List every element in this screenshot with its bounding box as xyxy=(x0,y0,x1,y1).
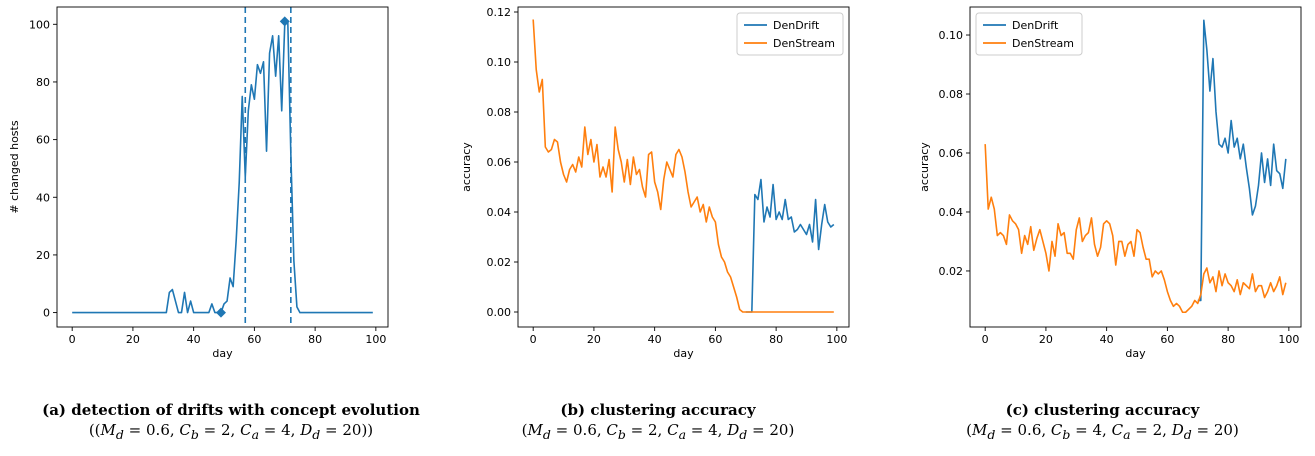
y-tick-label: 0.10 xyxy=(939,29,964,42)
legend-box xyxy=(975,12,1083,56)
y-tick-label: 0.08 xyxy=(939,88,964,101)
axes-frame xyxy=(969,6,1302,328)
axes-frame xyxy=(56,6,389,328)
caption-a-title: (a) detection of drifts with concept evo… xyxy=(42,401,420,419)
chart-c-clustering-accuracy: 0 20 40 60 80 100 0.02 0.04 0.06 0.08 0.10 day accur… xyxy=(918,6,1302,360)
y-tick-label: 60 xyxy=(36,134,50,147)
y-tick-label: 0.12 xyxy=(487,6,512,19)
y-tick-label: 0.02 xyxy=(487,256,512,269)
y-tick-label: 0.06 xyxy=(487,156,512,169)
chart-a-drift-detection: 0 20 40 60 80 100 0 20 40 60 80 100 day # changed hos… xyxy=(8,6,389,360)
y-axis-label: # changed hosts xyxy=(8,120,21,213)
caption-c: (c) clustering accuracy (Md = 0.6, Cb = … xyxy=(890,400,1315,445)
caption-c-title: (c) clustering accuracy xyxy=(1005,401,1200,419)
legend: DenDrift DenStream xyxy=(736,12,844,56)
y-axis-label: accuracy xyxy=(460,142,473,192)
series-line-0-0 xyxy=(72,20,373,314)
x-axis-label: day xyxy=(1125,347,1146,360)
x-tick-label: 0 xyxy=(69,333,76,346)
x-tick-label: 80 xyxy=(1221,333,1235,346)
x-tick-label: 40 xyxy=(1100,333,1114,346)
chart-b-clustering-accuracy: 0 20 40 60 80 100 0.00 0.02 0.04 0.06 0.08 0.10 0.12… xyxy=(460,6,850,360)
y-tick-label: 0.04 xyxy=(487,206,512,219)
caption-b-title: (b) clustering accuracy xyxy=(560,401,756,419)
x-axis-label: day xyxy=(212,347,233,360)
x-tick-label: 20 xyxy=(587,333,601,346)
y-axis-label: accuracy xyxy=(918,142,931,192)
x-tick-label: 40 xyxy=(648,333,662,346)
y-tick-label: 80 xyxy=(36,76,50,89)
x-tick-label: 100 xyxy=(1278,333,1299,346)
caption-c-params: (Md = 0.6, Cb = 4, Ca = 2, Dd = 20) xyxy=(966,421,1239,442)
x-tick-label: 100 xyxy=(826,333,847,346)
x-tick-label: 40 xyxy=(187,333,201,346)
caption-a: (a) detection of drifts with concept evo… xyxy=(0,400,462,445)
x-tick-label: 100 xyxy=(365,333,386,346)
y-tick-label: 0 xyxy=(43,307,50,320)
x-tick-label: 80 xyxy=(769,333,783,346)
drift-marker-0 xyxy=(215,307,226,318)
series-line-2-0 xyxy=(1197,19,1287,302)
legend-box xyxy=(736,12,844,56)
caption-b: (b) clustering accuracy (Md = 0.6, Cb = … xyxy=(438,400,878,445)
x-tick-label: 0 xyxy=(982,333,989,346)
series-line-1-1 xyxy=(532,19,834,313)
x-tick-label: 60 xyxy=(247,333,261,346)
series-line-1-0 xyxy=(745,178,835,313)
drift-marker-1 xyxy=(279,16,290,27)
axes-frame xyxy=(517,6,850,328)
y-tick-label: 0.04 xyxy=(939,206,964,219)
y-tick-label: 0.00 xyxy=(487,306,512,319)
legend: DenDrift DenStream xyxy=(975,12,1083,56)
legend-label: DenDrift xyxy=(1012,19,1059,32)
caption-a-params: ((Md = 0.6, Cb = 2, Ca = 4, Dd = 20)) xyxy=(88,421,374,442)
x-tick-label: 20 xyxy=(126,333,140,346)
x-tick-label: 20 xyxy=(1039,333,1053,346)
y-tick-label: 100 xyxy=(29,18,50,31)
y-tick-label: 0.10 xyxy=(487,56,512,69)
x-tick-label: 60 xyxy=(708,333,722,346)
x-axis-label: day xyxy=(673,347,694,360)
legend-label: DenStream xyxy=(1012,37,1074,50)
legend-label: DenStream xyxy=(773,37,835,50)
y-tick-label: 0.06 xyxy=(939,147,964,160)
caption-b-params: (Md = 0.6, Cb = 2, Ca = 4, Dd = 20) xyxy=(521,421,795,442)
x-tick-label: 0 xyxy=(530,333,537,346)
y-tick-label: 0.08 xyxy=(487,106,512,119)
y-tick-label: 0.02 xyxy=(939,265,964,278)
x-tick-label: 60 xyxy=(1160,333,1174,346)
y-tick-label: 20 xyxy=(36,249,50,262)
y-tick-label: 40 xyxy=(36,191,50,204)
series-line-2-1 xyxy=(984,144,1287,314)
x-tick-label: 80 xyxy=(308,333,322,346)
legend-label: DenDrift xyxy=(773,19,820,32)
